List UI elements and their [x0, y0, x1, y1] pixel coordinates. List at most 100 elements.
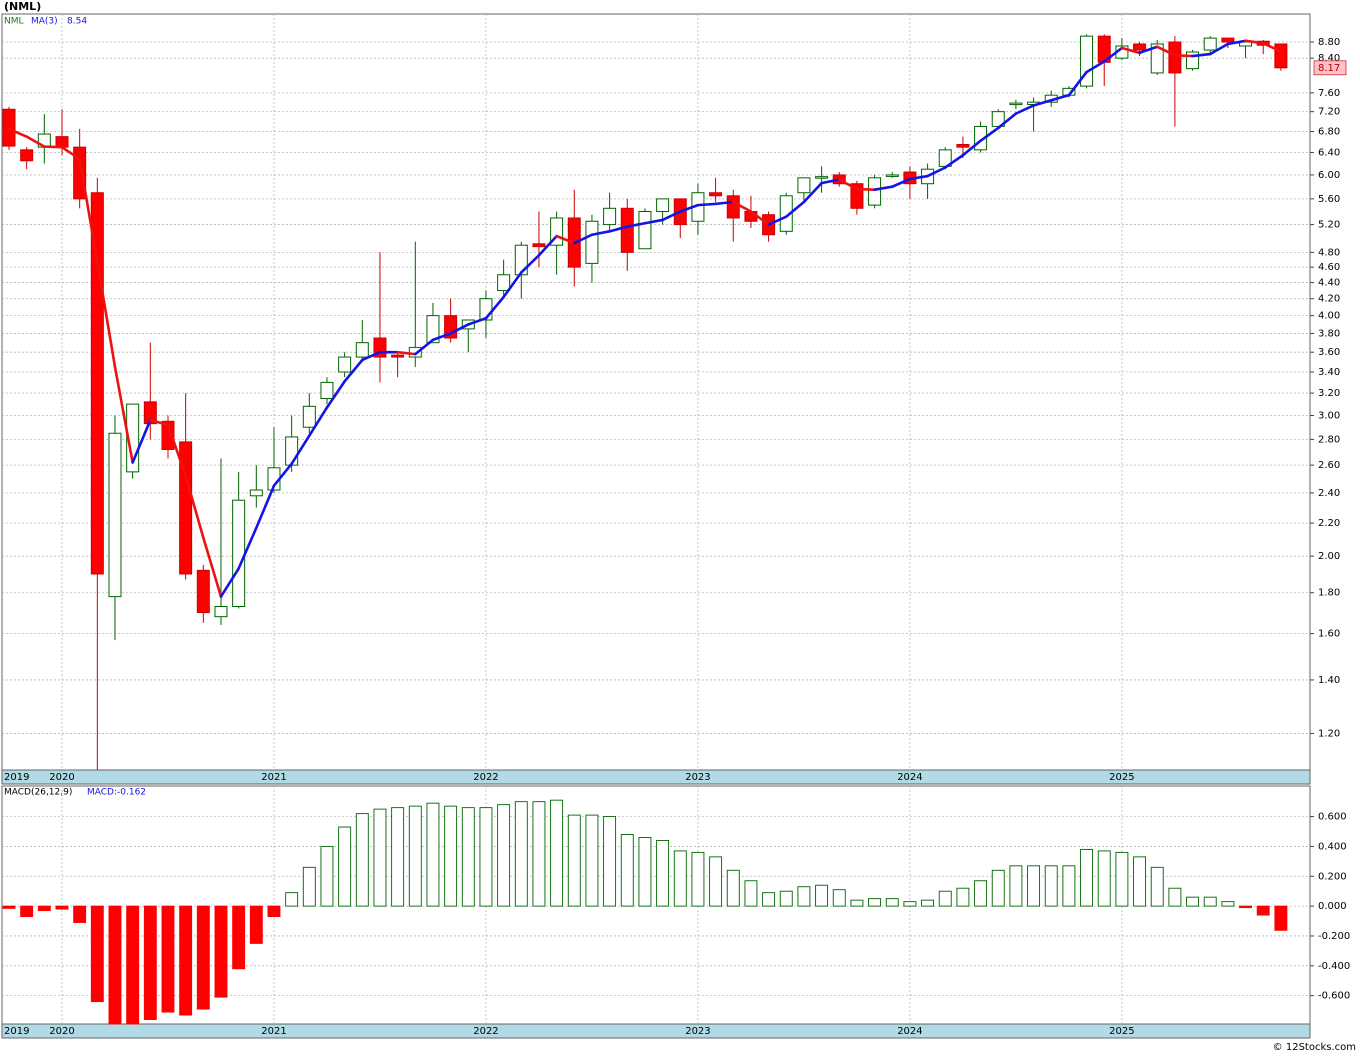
candle-body: [1168, 41, 1182, 74]
macd-value: MACD:-0.162: [87, 788, 146, 798]
macd-bar: [355, 813, 369, 907]
ma-segment: [60, 145, 81, 161]
y-tick-label: 3.00: [1318, 410, 1340, 421]
ma-segment: [1102, 46, 1124, 63]
candle-body: [815, 176, 829, 179]
candle-body: [585, 220, 599, 264]
candle-body: [20, 149, 34, 162]
ma-segment: [1226, 39, 1247, 46]
ma-segment: [714, 200, 735, 206]
ma-segment: [820, 178, 841, 185]
ma-segment: [696, 202, 717, 207]
y-tick-label: 6.80: [1318, 126, 1340, 137]
macd-bar: [726, 869, 740, 907]
ma-segment: [502, 271, 523, 299]
candle-body: [638, 210, 652, 250]
ma-segment: [1261, 41, 1283, 53]
ma-segment: [555, 234, 576, 245]
macd-bar: [73, 905, 87, 923]
legend-ma: MA(3): [31, 17, 58, 27]
x-tick-label: 2025: [1109, 772, 1134, 783]
x-tick-label: 2019: [4, 772, 29, 783]
macd-bar: [373, 808, 387, 907]
ma-segment: [1155, 45, 1177, 57]
ma-segment: [202, 536, 223, 598]
ma-segment: [908, 174, 929, 181]
ma-segment: [1014, 104, 1035, 115]
y-tick-label: 4.40: [1318, 278, 1340, 289]
y-tick-label: 7.60: [1318, 88, 1340, 99]
macd-bar: [20, 905, 34, 918]
ma-segment: [290, 434, 311, 466]
macd-bar: [709, 856, 723, 907]
ma-segment: [431, 332, 452, 342]
ma-segment: [784, 200, 806, 218]
ma-segment: [396, 350, 417, 356]
ma-segment: [519, 253, 541, 274]
x-tick-label: 2024: [897, 772, 922, 783]
macd-bar: [196, 905, 210, 1010]
candle-body: [956, 143, 970, 148]
price-panel: [1, 13, 1311, 771]
ma-segment: [661, 210, 682, 222]
ma-segment: [1244, 39, 1265, 45]
macd-bar: [762, 892, 776, 907]
ma-segment: [1120, 46, 1141, 55]
candle-body: [620, 207, 634, 253]
y-tick-label: 0.600: [1318, 812, 1347, 823]
candle-body: [391, 354, 405, 358]
macd-bar: [267, 905, 281, 918]
macd-bar: [37, 905, 51, 912]
macd-bar: [285, 892, 299, 907]
ma-segment: [343, 358, 364, 383]
x-tick-label: 2020: [49, 772, 74, 783]
candle-body: [1203, 37, 1217, 51]
candle-body: [55, 136, 69, 148]
macd-bar: [1044, 865, 1058, 907]
ma-segment: [643, 218, 664, 225]
ma-segment: [413, 338, 435, 356]
y-tick-label: 6.40: [1318, 148, 1340, 159]
macd-bar: [479, 807, 493, 907]
x-tick-label: 2019: [4, 1026, 29, 1037]
ma-segment: [1067, 70, 1088, 97]
y-tick-label: 0.000: [1318, 901, 1347, 912]
y-tick-label: 4.00: [1318, 311, 1340, 322]
macd-bar: [497, 804, 511, 907]
ma-segment: [360, 350, 382, 362]
ma-segment: [466, 316, 488, 326]
candle-body: [1274, 43, 1288, 69]
candle-body: [797, 177, 811, 194]
macd-bar: [673, 850, 687, 907]
macd-bar: [921, 899, 935, 907]
x-tick-label: 2020: [49, 1026, 74, 1037]
ma-segment: [572, 233, 594, 245]
candle-body: [90, 192, 104, 575]
ma-segment: [7, 127, 28, 138]
x-tick-label: 2023: [685, 772, 710, 783]
ma-segment: [1032, 98, 1053, 107]
candle-body: [497, 274, 511, 292]
macd-bar: [161, 905, 175, 1013]
macd-bar: [302, 866, 316, 907]
y-tick-label: 1.40: [1318, 675, 1340, 686]
macd-bar: [2, 905, 16, 909]
y-tick-label: 8.40: [1318, 53, 1340, 64]
ma-segment: [255, 484, 276, 530]
macd-bar: [956, 887, 970, 907]
macd-bar: [179, 905, 193, 1016]
candle-body: [196, 569, 210, 614]
y-tick-label: 0.200: [1318, 871, 1347, 882]
ma-segment: [325, 380, 346, 409]
macd-bar: [514, 801, 528, 907]
candle-body: [302, 405, 316, 428]
y-tick-label: -0.400: [1318, 961, 1350, 972]
y-tick-label: 4.20: [1318, 294, 1340, 305]
macd-bar: [1256, 905, 1270, 916]
candle-body: [161, 420, 175, 450]
macd-bar: [974, 880, 988, 907]
candle-body: [532, 243, 546, 248]
ma-segment: [237, 526, 258, 570]
candle-body: [1133, 43, 1147, 51]
